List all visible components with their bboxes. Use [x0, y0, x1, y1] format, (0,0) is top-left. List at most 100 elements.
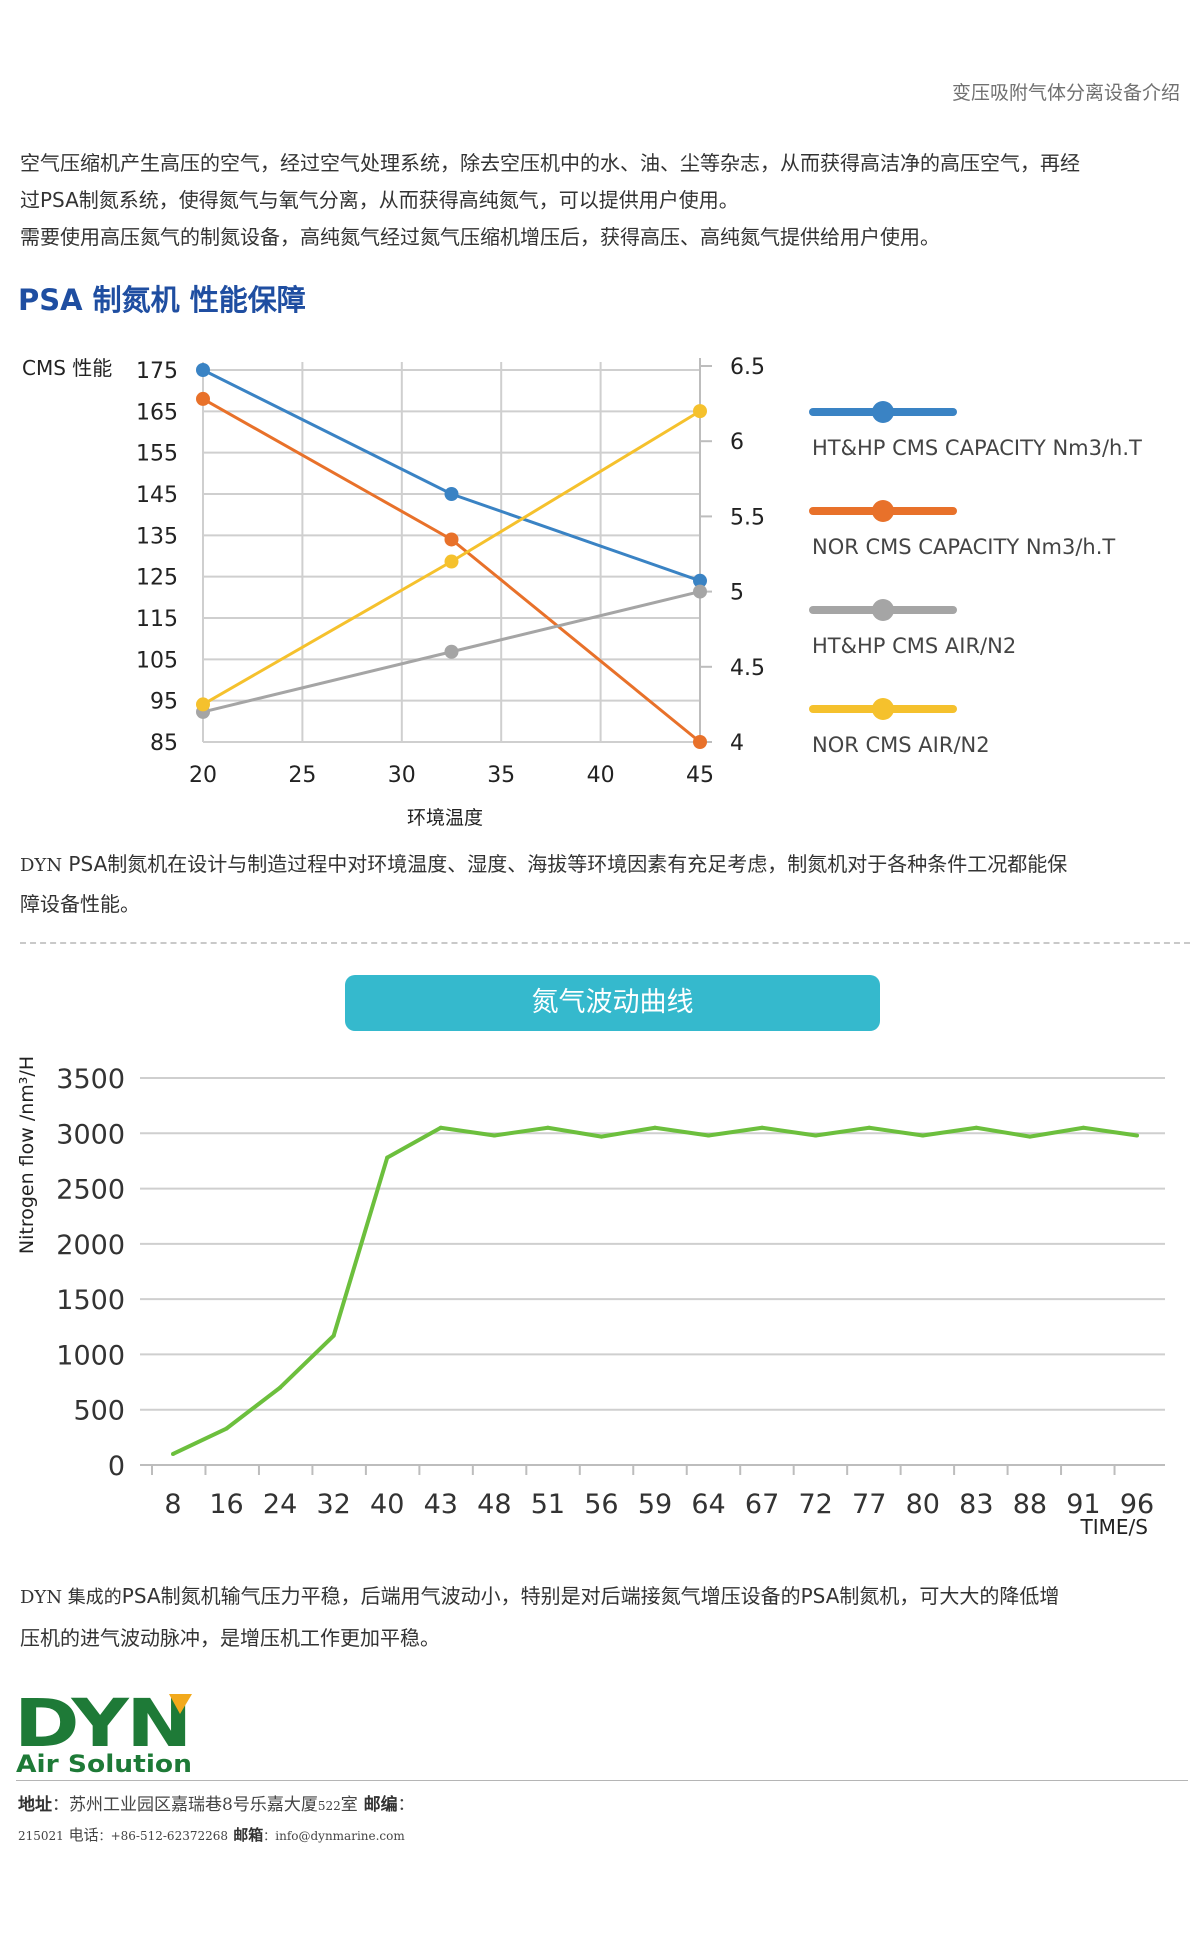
chart1-right-tick-label: 6: [730, 430, 744, 455]
chart2-x-tick-label: 8: [164, 1489, 181, 1520]
zip-colon: ：: [397, 1795, 415, 1815]
chart1-x-tick-label: 40: [587, 763, 615, 788]
chart1-data-point: [196, 363, 210, 377]
chart1-data-point: [444, 532, 459, 547]
chart1-legend-marker: [872, 401, 894, 423]
desc2-brand: DYN 集成的: [20, 1587, 122, 1608]
chart2-x-tick-label: 64: [691, 1489, 725, 1520]
chart1-right-tick-label: 6.5: [730, 355, 765, 380]
chart1-legend-marker: [872, 500, 894, 522]
chart2-data-point: [278, 1385, 283, 1390]
chart2-data-point: [599, 1134, 604, 1139]
chart1-x-axis-title: 环境温度: [407, 807, 483, 829]
dyn-logo: DYN Air Solution: [14, 1685, 204, 1778]
chart2-data-point: [171, 1451, 175, 1456]
chart2-data-point: [653, 1125, 657, 1130]
chart2-x-tick-label: 56: [584, 1489, 618, 1520]
chart1-data-point: [444, 487, 459, 501]
chart2-data-point: [920, 1133, 925, 1138]
desc2-line-1: PSA制氮机输气压力平稳，后端用气波动小，特别是对后端接氮气增压设备的PSA制氮…: [121, 1584, 1060, 1608]
chart2-data-point: [706, 1133, 711, 1138]
chart2-y-tick-label: 3000: [56, 1119, 125, 1150]
mail-value: ：info@dynmarine.com: [263, 1829, 405, 1843]
chart2-x-axis-title: TIME/S: [1080, 1515, 1148, 1539]
chart1-series-line: [202, 397, 701, 744]
chart2-x-tick-label: 16: [209, 1489, 243, 1520]
chart1-right-tick-label: 4: [730, 731, 744, 756]
chart1-x-tick-label: 25: [288, 763, 316, 788]
chart1-data-point: [693, 735, 707, 749]
dashed-divider: [20, 942, 1190, 944]
intro-line-1: 空气压缩机产生高压的空气，经过空气处理系统，除去空压机中的水、油、尘等杂志，从而…: [20, 151, 1080, 175]
chart1-left-tick-label: 155: [136, 442, 178, 467]
chart1-x-tick-label: 35: [487, 763, 515, 788]
chart2-x-tick-label: 32: [316, 1489, 350, 1520]
chart1-left-tick-label: 95: [150, 690, 178, 715]
chart1-legend-marker: [872, 599, 894, 621]
chart1-left-tick-label: 105: [136, 648, 178, 673]
chart1-left-tick-label: 125: [136, 566, 178, 591]
chart2-data-point: [492, 1133, 497, 1138]
chart1-legend-marker: [872, 698, 894, 720]
zip-label: 邮编: [357, 1795, 398, 1815]
chart2-data-point: [867, 1125, 872, 1130]
address-value: ：苏州工业园区嘉瑞巷8号乐嘉大厦: [52, 1795, 318, 1815]
dyn-logo-mark: DYN Air Solution: [14, 1685, 192, 1778]
chart2-x-tick-label: 77: [852, 1489, 886, 1520]
logo-tagline: Air Solution: [16, 1750, 192, 1776]
chart2-data-point: [385, 1155, 390, 1160]
desc1-line-1: PSA制氮机在设计与制造过程中对环境温度、湿度、海拔等环境因素有充足考虑，制氮机…: [62, 852, 1068, 876]
chart2-x-tick-label: 72: [798, 1489, 832, 1520]
chart2-y-tick-label: 1000: [56, 1340, 125, 1371]
chart2-series-line: [172, 1125, 1138, 1456]
tel-label: 电话: [63, 1826, 99, 1844]
chart2-data-point: [224, 1426, 229, 1431]
logo-accent-triangle: [169, 1694, 192, 1714]
chart1-series-line: [202, 368, 701, 583]
desc1-line-2: 障设备性能。: [20, 892, 140, 916]
chart2-x-tick-label: 48: [477, 1489, 511, 1520]
chart1-data-point: [196, 391, 210, 406]
desc2-line-2: 压机的进气波动脉冲，是增压机工作更加平稳。: [20, 1626, 440, 1650]
footer-divider: [16, 1780, 1188, 1781]
chart1-left-tick-label: 135: [136, 524, 178, 549]
address-room-suffix: 室: [340, 1795, 358, 1815]
chart2-x-tick-label: 88: [1013, 1489, 1047, 1520]
chart2-y-tick-label: 500: [73, 1396, 125, 1427]
chart1-right-tick-label: 5: [730, 581, 744, 606]
chart1-data-point: [693, 404, 707, 419]
footer-contact-line: 215021 电话：+86-512-62372268 邮箱：info@dynma…: [18, 1824, 405, 1845]
logo-wordmark: DYN: [14, 1688, 190, 1762]
chart1-data-point: [693, 584, 707, 599]
chart1-left-tick-label: 165: [136, 400, 178, 425]
chart2-x-tick-label: 24: [263, 1489, 297, 1520]
chart1-left-tick-label: 145: [136, 483, 178, 508]
address-room: 522: [317, 1799, 341, 1813]
chart2-x-tick-label: 43: [424, 1489, 458, 1520]
chart2-x-tick-label: 67: [745, 1489, 779, 1520]
chart1-data-point: [444, 554, 459, 569]
chart1-legend-label: NOR CMS CAPACITY Nm3/h.T: [812, 535, 1115, 559]
nitrogen-flow-chart: 3500 3000 2500 2000 1500 1000 500 0 8 16 24 32 40 43 4…: [16, 1056, 1165, 1539]
chart2-x-tick-label: 91: [1066, 1489, 1100, 1520]
chart1-legend-label: NOR CMS AIR/N2: [812, 733, 990, 757]
chart2-y-axis-title: Nitrogen flow /nm³/H: [16, 1056, 38, 1254]
chart2-data-point: [1135, 1133, 1139, 1138]
chart2-x-tick-label: 59: [638, 1489, 672, 1520]
chart2-y-tick-label: 2000: [56, 1230, 125, 1261]
header-title: 变压吸附气体分离设备介绍: [951, 82, 1180, 104]
chart2-x-tick-label: 96: [1120, 1489, 1154, 1520]
chart1-x-tick-label: 30: [388, 763, 416, 788]
chart2-data-point: [331, 1333, 336, 1338]
fluctuation-banner: 氮气波动曲线: [345, 975, 880, 1031]
chart2-y-tick-label: 1500: [56, 1285, 125, 1316]
chart2-data-point: [545, 1125, 550, 1130]
chart2-data-point: [974, 1125, 979, 1130]
intro-line-3: 需要使用高压氮气的制氮设备，高纯氮气经过氮气压缩机增压后，获得高压、高纯氮气提供…: [20, 225, 940, 249]
chart1-left-tick-label: 175: [136, 359, 178, 384]
chart2-data-point: [1081, 1125, 1086, 1130]
zip-value: 215021: [18, 1829, 64, 1843]
chart1-right-tick-label: 5.5: [730, 505, 765, 530]
chart1-left-tick-label: 115: [136, 607, 178, 632]
